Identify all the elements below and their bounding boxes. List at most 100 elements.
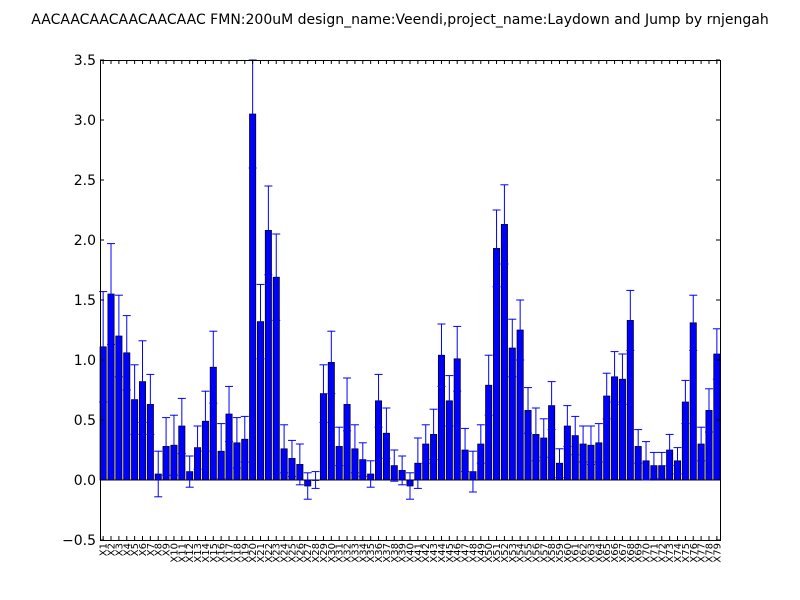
error-bar-x14 [201, 390, 210, 452]
xtick-label-x72: X72 [657, 543, 668, 563]
error-bar-x60 [563, 405, 572, 447]
xtick-label-x50: X50 [484, 543, 495, 563]
xtick-label-x55: X55 [524, 543, 535, 563]
error-bar-x58 [547, 381, 556, 431]
error-bar-x71 [649, 451, 658, 480]
error-bar-x37 [382, 407, 391, 459]
error-bar-x64 [594, 423, 603, 463]
error-bar-x55 [524, 387, 533, 434]
xtick-label-x41: X41 [413, 543, 424, 563]
error-bar-x43 [429, 408, 438, 461]
xtick-label-x77: X77 [697, 543, 708, 563]
error-bar-x7 [146, 373, 155, 435]
error-bar-x77 [697, 426, 706, 462]
error-bar-x73 [665, 433, 674, 467]
error-bar-x45 [445, 375, 454, 427]
xtick-label-x36: X36 [374, 543, 385, 563]
error-bar-x63 [586, 425, 595, 465]
ytick-label: 0.0 [74, 473, 96, 489]
ytick-label: 1.0 [74, 353, 96, 369]
xtick-label-x9: X9 [162, 543, 173, 556]
xtick-label-x28: X28 [311, 543, 322, 563]
xtick-label-x6: X6 [138, 543, 149, 556]
error-bar-x29 [319, 364, 328, 423]
xtick-label-x23: X23 [272, 543, 283, 563]
xtick-label-x58: X58 [547, 543, 558, 563]
xtick-label-x11: X11 [177, 543, 188, 563]
xtick-label-x64: X64 [594, 543, 605, 563]
ytick-label: 3.5 [74, 53, 96, 69]
error-bar-x15 [209, 330, 218, 404]
xtick-label-x56: X56 [531, 543, 542, 563]
xtick-label-x7: X7 [146, 543, 157, 556]
bars [99, 113, 721, 487]
xtick-label-x13: X13 [193, 543, 204, 563]
error-bar-x59 [555, 448, 564, 479]
xtick-label-x5: X5 [130, 543, 141, 556]
error-bar-x34 [358, 442, 367, 477]
error-bar-x32 [343, 377, 352, 432]
xtick-label-x65: X65 [602, 543, 613, 563]
error-bars [99, 59, 721, 500]
xtick-label-x35: X35 [366, 543, 377, 563]
xtick-label-x69: X69 [634, 543, 645, 563]
xtick-label-x54: X54 [516, 543, 527, 563]
error-bar-x12 [185, 455, 194, 488]
xtick-label-x74: X74 [673, 543, 684, 563]
xtick-label-x70: X70 [642, 543, 653, 563]
error-bar-x78 [704, 388, 713, 433]
error-bar-x30 [327, 330, 336, 395]
xtick-label-x42: X42 [421, 543, 432, 563]
xtick-label-x12: X12 [185, 543, 196, 563]
xtick-label-x32: X32 [343, 543, 354, 563]
error-bar-x61 [571, 415, 580, 456]
ytick-label: 3.0 [74, 113, 96, 129]
xtick-label-x66: X66 [610, 543, 621, 563]
error-bar-x44 [437, 323, 446, 387]
error-bar-x11 [177, 397, 186, 455]
error-bar-x31 [335, 426, 344, 467]
error-bar-x52 [500, 184, 509, 265]
error-bar-x56 [531, 407, 540, 462]
error-bar-x79 [712, 328, 721, 380]
error-bar-x17 [225, 385, 234, 443]
ytick-label: 1.5 [74, 293, 96, 309]
ytick-label: −0.5 [62, 533, 96, 549]
xtick-label-x51: X51 [492, 543, 503, 563]
xtick-label-x27: X27 [303, 543, 314, 563]
xtick-label-x45: X45 [445, 543, 456, 563]
error-bar-x68 [626, 289, 635, 351]
xtick-label-x3: X3 [114, 543, 125, 556]
error-bar-x67 [618, 353, 627, 405]
xtick-label-x60: X60 [563, 543, 574, 563]
error-bar-x19 [240, 415, 249, 463]
xtick-label-x30: X30 [327, 543, 338, 563]
xtick-label-x40: X40 [406, 543, 417, 563]
error-bar-x26 [295, 443, 304, 486]
error-bar-x70 [642, 441, 651, 481]
xtick-label-x33: X33 [350, 543, 361, 563]
error-bar-x40 [406, 472, 414, 500]
error-bar-x21 [256, 283, 265, 360]
xtick-label-x61: X61 [571, 543, 582, 563]
error-bar-x10 [169, 414, 178, 476]
error-bar-x57 [539, 418, 548, 458]
xtick-label-x63: X63 [586, 543, 597, 563]
error-bar-x66 [610, 351, 619, 403]
error-bar-x48 [468, 450, 477, 493]
error-bar-x28 [311, 471, 320, 489]
xtick-label-x52: X52 [500, 543, 511, 563]
error-bar-x42 [421, 424, 430, 464]
error-bar-x62 [579, 425, 588, 463]
error-bar-x13 [193, 425, 202, 470]
xtick-label-x24: X24 [280, 543, 291, 563]
xtick-label-x73: X73 [665, 543, 676, 563]
xtick-label-x53: X53 [508, 543, 519, 563]
xtick-label-x29: X29 [319, 543, 330, 563]
error-bar-x33 [350, 424, 359, 474]
error-bar-x75 [681, 379, 690, 425]
chart-title: AACAACAACAACAACAAC FMN:200uM design_name… [31, 12, 768, 28]
xtick-label-x22: X22 [264, 543, 275, 563]
xtick-label-x8: X8 [154, 543, 165, 556]
